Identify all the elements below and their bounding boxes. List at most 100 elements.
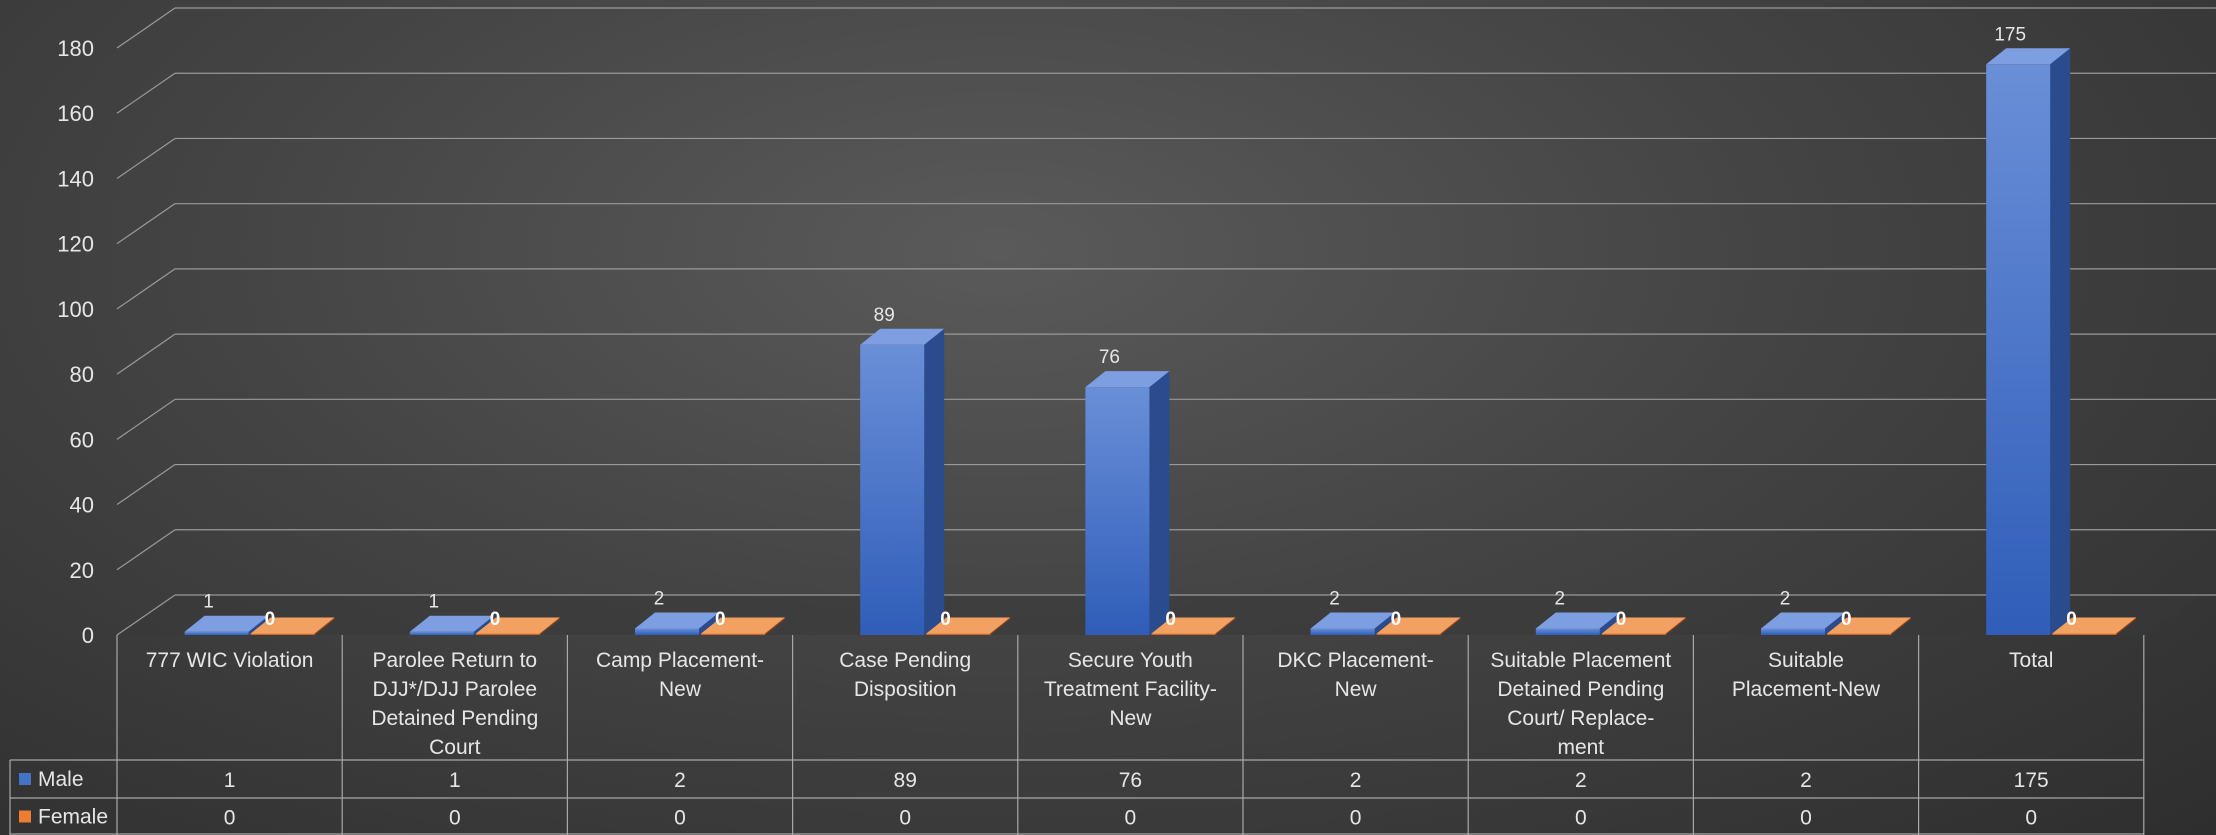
data-label-male: 1: [429, 592, 440, 613]
category-label: Camp Placement-New: [596, 649, 764, 701]
bar-side: [2050, 48, 2071, 636]
bar-female: [475, 617, 560, 635]
category-label: 777 WIC Violation: [146, 649, 314, 672]
table-value-female: 0: [1800, 807, 1812, 830]
bar-top: [1761, 612, 1845, 629]
table-value-female: 0: [2025, 807, 2037, 830]
bar-front: [184, 631, 249, 635]
bar-female: [1151, 617, 1236, 635]
bar-front: [1085, 387, 1150, 635]
data-label-male: 76: [1099, 347, 1120, 368]
category-label: Total: [2009, 649, 2053, 672]
bar-front: [475, 633, 540, 635]
bar-front: [1535, 628, 1600, 635]
bar-front: [1310, 628, 1375, 635]
bar-side: [1215, 617, 1236, 635]
bar-male: [1761, 612, 1845, 635]
data-label-female: 0: [265, 609, 276, 630]
bar-front: [409, 631, 474, 635]
bar-side: [990, 617, 1011, 635]
table-value-female: 0: [1350, 807, 1362, 830]
y-tick-label: 40: [70, 493, 94, 518]
bar-top: [1310, 612, 1395, 629]
data-labels: 1 0 1 0 2 0 89 0 76 0 2 0 2 0 2 0 175 0: [203, 24, 2076, 630]
data-label-female: 0: [1841, 609, 1852, 630]
bar-female: [1827, 617, 1911, 635]
y-tick-label: 0: [82, 623, 94, 648]
bar-side: [1599, 612, 1620, 635]
data-label-male: 175: [1994, 24, 2026, 45]
bar-side: [1665, 617, 1686, 635]
bar-top: [926, 617, 1011, 634]
legend-key-female: [19, 810, 31, 823]
bar-top: [860, 328, 945, 345]
bar-top: [1535, 612, 1620, 629]
bar-front: [1601, 633, 1666, 635]
bar-female: [2052, 617, 2137, 635]
gridline-side: [116, 333, 176, 375]
category-label: Case Pending Disposition: [839, 649, 971, 701]
data-table: 777 WIC Violation Parolee Return to DJJ*/D…: [9, 635, 2145, 835]
legend-label-male: Male: [38, 768, 84, 791]
bar-side: [2116, 617, 2137, 635]
bar-male: [635, 612, 719, 635]
bar-front: [635, 628, 699, 635]
bar-top: [475, 617, 560, 634]
bar-top: [409, 615, 494, 632]
category-label: Parolee Return to DJJ*/DJJ Parolee Detaine…: [371, 649, 538, 759]
table-value-male: 2: [1800, 769, 1812, 792]
bar-side: [314, 617, 335, 635]
bar-male: [409, 615, 494, 635]
category-label: Secure Youth Treatment Facility-New: [1044, 649, 1217, 730]
y-tick-label: 100: [57, 297, 94, 322]
bar-side: [473, 615, 494, 635]
data-label-female: 0: [1616, 609, 1627, 630]
bar-top: [1827, 617, 1911, 634]
table-value-female: 0: [1575, 807, 1587, 830]
table-value-male: 175: [2014, 769, 2049, 792]
y-tick-label: 120: [57, 232, 94, 257]
y-tick-label: 160: [57, 101, 94, 126]
category-label: Suitable Placement Detained Pending Court/…: [1490, 649, 1671, 759]
table-value-male: 2: [1350, 769, 1362, 792]
bar-front: [860, 344, 925, 635]
bar-side: [699, 612, 719, 635]
category-label: DKC Placement-New: [1277, 649, 1433, 701]
table-value-female: 0: [449, 807, 461, 830]
bar-male: [1986, 48, 2071, 636]
bar-male: [1310, 612, 1395, 635]
table-value-male: 2: [1575, 769, 1587, 792]
bar-front: [926, 633, 991, 635]
table-value-female: 0: [899, 807, 911, 830]
data-label-male: 1: [203, 592, 214, 613]
bar-top: [1986, 48, 2071, 65]
y-tick-label: 80: [70, 362, 94, 387]
bar-top: [250, 617, 335, 634]
bar-front: [2052, 633, 2117, 635]
bar-top: [701, 617, 785, 634]
data-label-male: 2: [1329, 588, 1340, 609]
bar-front: [1376, 633, 1441, 635]
bar-side: [1825, 612, 1845, 635]
data-label-female: 0: [490, 609, 501, 630]
bar-male: [1535, 612, 1620, 635]
gridline-side: [116, 464, 176, 506]
bar-top: [2052, 617, 2137, 634]
bar-female: [926, 617, 1011, 635]
gridline-side: [116, 137, 176, 179]
bar-top: [1376, 617, 1461, 634]
bars: [184, 48, 2137, 636]
bar-male: [860, 328, 945, 635]
category-label: Suitable Placement-New: [1732, 649, 1881, 701]
bar-front: [1761, 628, 1825, 635]
bar-top: [184, 615, 269, 632]
y-tick-label: 140: [57, 166, 94, 191]
data-label-male: 2: [1780, 588, 1791, 609]
table-value-female: 0: [1125, 807, 1137, 830]
table-value-male: 1: [224, 769, 236, 792]
y-tick-label: 20: [70, 558, 94, 583]
bar-male: [184, 615, 269, 635]
table-value-female: 0: [674, 807, 686, 830]
bar-female: [250, 617, 335, 635]
table-value-male: 1: [449, 769, 461, 792]
